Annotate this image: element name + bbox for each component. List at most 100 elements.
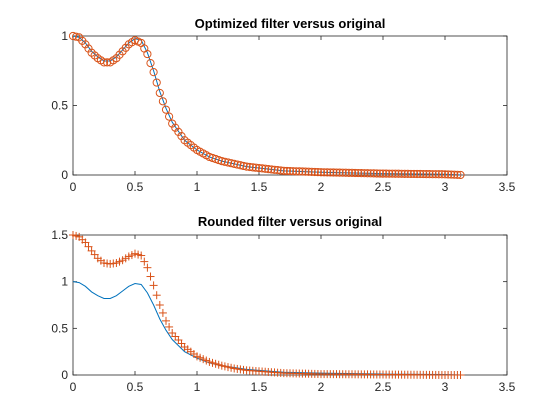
top-circle-marker [366, 169, 375, 178]
bottom-plus-marker [158, 308, 167, 317]
bottom-x-tick-label: 3.5 [499, 380, 516, 394]
top-circle-marker [165, 112, 174, 121]
top-circle-marker [258, 164, 267, 173]
bottom-x-tick-label: 3 [442, 380, 449, 394]
top-circle-marker [236, 161, 245, 170]
top-x-tick-label: 1.5 [251, 180, 268, 194]
top-circle-marker [428, 170, 437, 179]
bottom-plus-marker [81, 238, 90, 247]
top-circle-marker [354, 168, 363, 178]
top-circle-marker [301, 167, 310, 176]
top-circle-marker [155, 88, 164, 98]
top-circle-marker [431, 170, 440, 179]
top-y-tick-label: 0.5 [51, 99, 68, 113]
top-y-tick-label: 0 [61, 168, 68, 182]
top-circle-marker [289, 167, 298, 176]
top-circle-marker [99, 58, 109, 67]
top-circle-marker [273, 166, 282, 175]
bottom-plus-marker [165, 322, 174, 331]
bottom-x-tick-label: 1 [194, 380, 201, 394]
top-circle-marker [242, 162, 251, 171]
top-circle-marker [72, 32, 81, 41]
top-circle-marker [382, 169, 391, 178]
top-circle-marker [375, 169, 384, 178]
top-circle-marker [323, 168, 332, 177]
top-circle-marker [149, 68, 158, 77]
top-circle-marker [261, 164, 270, 173]
top-chart-ticks: 0 0.5 1 1.5 2 2.5 3 3.5 0 0.5 1 [51, 29, 515, 194]
bottom-plus-marker [137, 251, 146, 260]
top-circle-marker [453, 170, 462, 179]
top-circle-marker [158, 97, 167, 106]
top-circle-marker [230, 159, 239, 168]
top-circle-marker [68, 31, 78, 41]
bottom-chart: Rounded filter versus original 0 0.5 1 1.5 2… [51, 214, 515, 394]
top-circle-marker [276, 166, 285, 175]
top-circle-marker [440, 170, 450, 179]
top-circle-marker [344, 168, 353, 177]
top-circle-marker [351, 168, 360, 178]
top-circle-marker [447, 170, 456, 179]
top-circle-marker [307, 167, 316, 176]
top-x-tick-label: 0.5 [127, 180, 144, 194]
top-circle-marker [223, 158, 233, 167]
top-circle-marker [264, 164, 273, 174]
top-circle-marker [282, 166, 291, 176]
top-circle-marker [400, 169, 409, 178]
top-circle-marker [217, 157, 226, 166]
top-circle-marker [413, 169, 422, 179]
bottom-chart-series [69, 231, 465, 379]
top-circle-marker [425, 170, 434, 179]
top-circle-marker [310, 167, 319, 177]
top-circle-marker [267, 165, 276, 174]
bottom-y-tick-label: 1.5 [51, 228, 68, 242]
top-circle-marker [403, 169, 412, 178]
top-circle-marker [363, 169, 372, 178]
bottom-series-line [72, 281, 463, 376]
top-x-tick-label: 1 [194, 180, 201, 194]
top-circle-marker [220, 157, 229, 166]
top-circle-marker [385, 169, 394, 178]
top-circle-marker [239, 161, 248, 171]
top-circle-marker [298, 167, 307, 176]
top-circle-marker [332, 168, 341, 177]
top-circle-marker [329, 168, 338, 177]
top-x-tick-label: 2.5 [375, 180, 392, 194]
top-circle-marker [320, 168, 329, 177]
bottom-y-tick-label: 1 [61, 275, 68, 289]
top-circle-marker [270, 165, 279, 174]
top-circle-marker [338, 168, 347, 177]
top-circle-marker [304, 167, 313, 176]
bottom-x-tick-label: 1.5 [251, 380, 268, 394]
top-x-tick-label: 3.5 [499, 180, 516, 194]
top-circle-marker [146, 59, 155, 68]
bottom-plus-marker [152, 291, 161, 300]
top-circle-marker [161, 105, 171, 114]
top-circle-marker [394, 169, 403, 178]
top-circle-marker [341, 168, 350, 177]
top-x-tick-label: 3 [442, 180, 449, 194]
top-circle-marker [456, 170, 465, 180]
top-circle-marker [245, 162, 254, 172]
top-circle-marker [227, 159, 236, 168]
bottom-chart-ticks: 0 0.5 1 1.5 2 2.5 3 3.5 0 0.5 1 1.5 [51, 228, 515, 394]
bottom-plus-marker [149, 281, 158, 290]
top-circle-marker [347, 168, 357, 178]
bottom-chart-title: Rounded filter versus original [198, 214, 382, 229]
bottom-plus-marker [143, 263, 152, 272]
top-circle-marker [416, 169, 425, 179]
top-circle-marker [369, 169, 378, 178]
top-circle-marker [444, 170, 453, 179]
bottom-y-tick-label: 0 [61, 368, 68, 382]
top-circle-marker [292, 167, 301, 176]
top-circle-marker [254, 163, 264, 173]
top-x-tick-label: 0 [70, 180, 77, 194]
top-circle-marker [248, 163, 257, 172]
bottom-x-tick-label: 2.5 [375, 380, 392, 394]
bottom-plus-marker [162, 316, 170, 325]
top-circle-marker [391, 169, 400, 178]
top-circle-marker [434, 170, 443, 179]
top-circle-marker [143, 49, 152, 59]
bottom-plus-marker [140, 257, 149, 266]
